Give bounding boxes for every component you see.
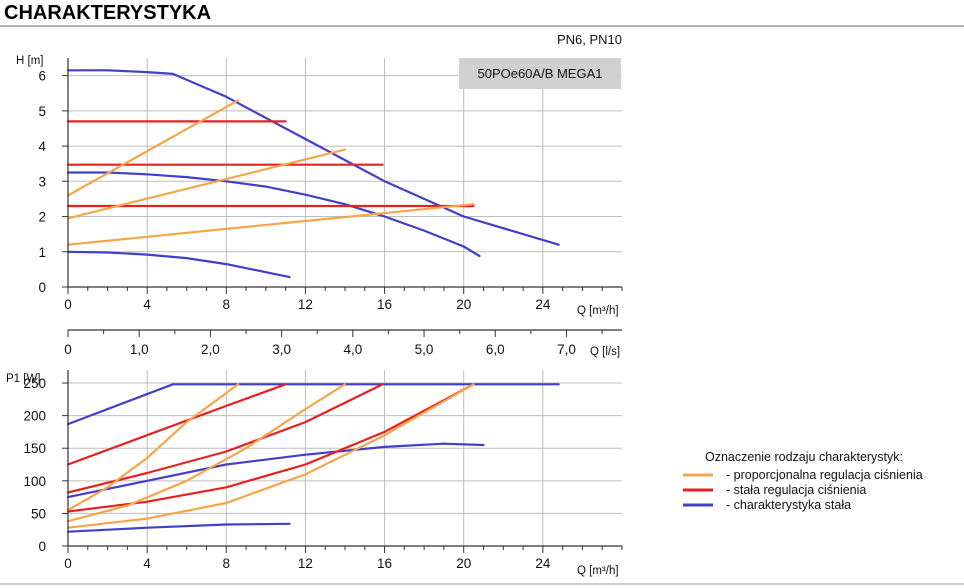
head-y-tick-label: 6 — [38, 69, 46, 84]
chart-legend: Oznaczenie rodzaju charakterystyk: - pro… — [683, 450, 923, 512]
head-y-tick-label: 5 — [38, 104, 46, 119]
head-x-tick-label: 8 — [223, 297, 231, 312]
power-series-line-proportional — [66, 383, 240, 512]
pressure-class-label: PN6, PN10 — [557, 32, 622, 47]
power-y-tick-label: 200 — [23, 409, 46, 424]
power-x-tick-label: 4 — [143, 556, 151, 571]
ls-axis-tick-label: 6,0 — [486, 342, 505, 357]
flow-ls-label: Q [l/s] — [590, 346, 620, 358]
ls-axis-tick-label: 1,0 — [130, 342, 149, 357]
head-y-tick-label: 3 — [38, 174, 46, 189]
power-axes: 0 4 8 12 16 20 24 0 50 100 150 200 250 — [23, 370, 623, 571]
head-x-tick-label: 12 — [298, 297, 313, 312]
power-chart: 0 4 8 12 16 20 24 0 50 100 150 200 250 P1 [W] Q [m³/… — [6, 370, 623, 577]
power-x-tick-label: 24 — [535, 556, 551, 571]
head-x-tick-label: 16 — [377, 297, 392, 312]
ls-axis-tick-label: 5,0 — [415, 342, 434, 357]
head-y-tick-label: 1 — [38, 245, 46, 260]
power-series-line-proportional — [66, 383, 475, 529]
head-series-line-proportional — [66, 203, 475, 246]
power-series-line-fixed — [66, 522, 291, 533]
power-y-tick-label: 150 — [23, 441, 46, 456]
ls-axis-tick-label: 0 — [64, 342, 72, 357]
head-x-label: Q [m³/h] — [577, 305, 619, 317]
head-y-tick-label: 4 — [38, 139, 46, 154]
power-series — [66, 383, 560, 533]
legend-item-proportional: - proporcjonalna regulacja ciśnienia — [726, 468, 923, 482]
power-x-tick-label: 12 — [298, 556, 313, 571]
ls-axis-tick-label: 4,0 — [343, 342, 362, 357]
head-x-tick-label: 0 — [64, 297, 72, 312]
head-x-tick-label: 4 — [143, 297, 151, 312]
power-x-tick-label: 8 — [223, 556, 231, 571]
ls-axis-tick-label: 7,0 — [557, 342, 576, 357]
power-x-label: Q [m³/h] — [577, 565, 619, 577]
power-series-line-fixed — [66, 383, 560, 426]
ls-axis-tick-label: 2,0 — [201, 342, 220, 357]
page-title: CHARAKTERYSTYKA — [4, 2, 211, 24]
head-x-tick-label: 20 — [456, 297, 471, 312]
head-y-tick-label: 0 — [38, 280, 46, 295]
head-x-tick-label: 24 — [535, 297, 551, 312]
head-series-line-fixed — [66, 250, 291, 279]
power-series-line-proportional — [66, 383, 347, 523]
head-y-tick-label: 2 — [38, 210, 46, 225]
power-y-tick-label: 100 — [23, 474, 46, 489]
legend-title: Oznaczenie rodzaju charakterystyk: — [705, 450, 903, 464]
head-series-line-proportional — [66, 148, 347, 220]
head-series-line-proportional — [66, 99, 240, 197]
power-grid — [68, 370, 622, 546]
legend-item-fixed-curve: - charakterystyka stała — [726, 498, 851, 512]
legend-item-constant-pressure: - stała regulacja ciśnienia — [726, 483, 866, 497]
head-y-label: H [m] — [16, 55, 43, 67]
power-y-tick-label: 250 — [23, 376, 46, 391]
model-label-box — [459, 58, 621, 89]
power-x-tick-label: 0 — [64, 556, 72, 571]
power-series-line-constant — [66, 383, 287, 466]
power-x-tick-label: 16 — [377, 556, 392, 571]
head-series — [66, 69, 560, 279]
power-series-line-fixed — [66, 442, 485, 499]
power-series-line-constant — [66, 383, 384, 494]
power-y-tick-label: 50 — [31, 506, 46, 521]
head-grid — [68, 58, 622, 287]
head-series-line-fixed — [66, 69, 560, 246]
power-x-tick-label: 20 — [456, 556, 471, 571]
power-y-label: P1 [W] — [6, 373, 41, 385]
head-series-line-fixed — [66, 171, 481, 258]
model-label: 50POe60A/B MEGA1 — [477, 66, 602, 81]
power-y-tick-label: 0 — [38, 539, 46, 554]
flow-ls-axis: 0 1,0 2,0 3,0 4,0 5,0 6,0 7,0 — [64, 329, 622, 357]
ls-axis-tick-label: 3,0 — [272, 342, 291, 357]
